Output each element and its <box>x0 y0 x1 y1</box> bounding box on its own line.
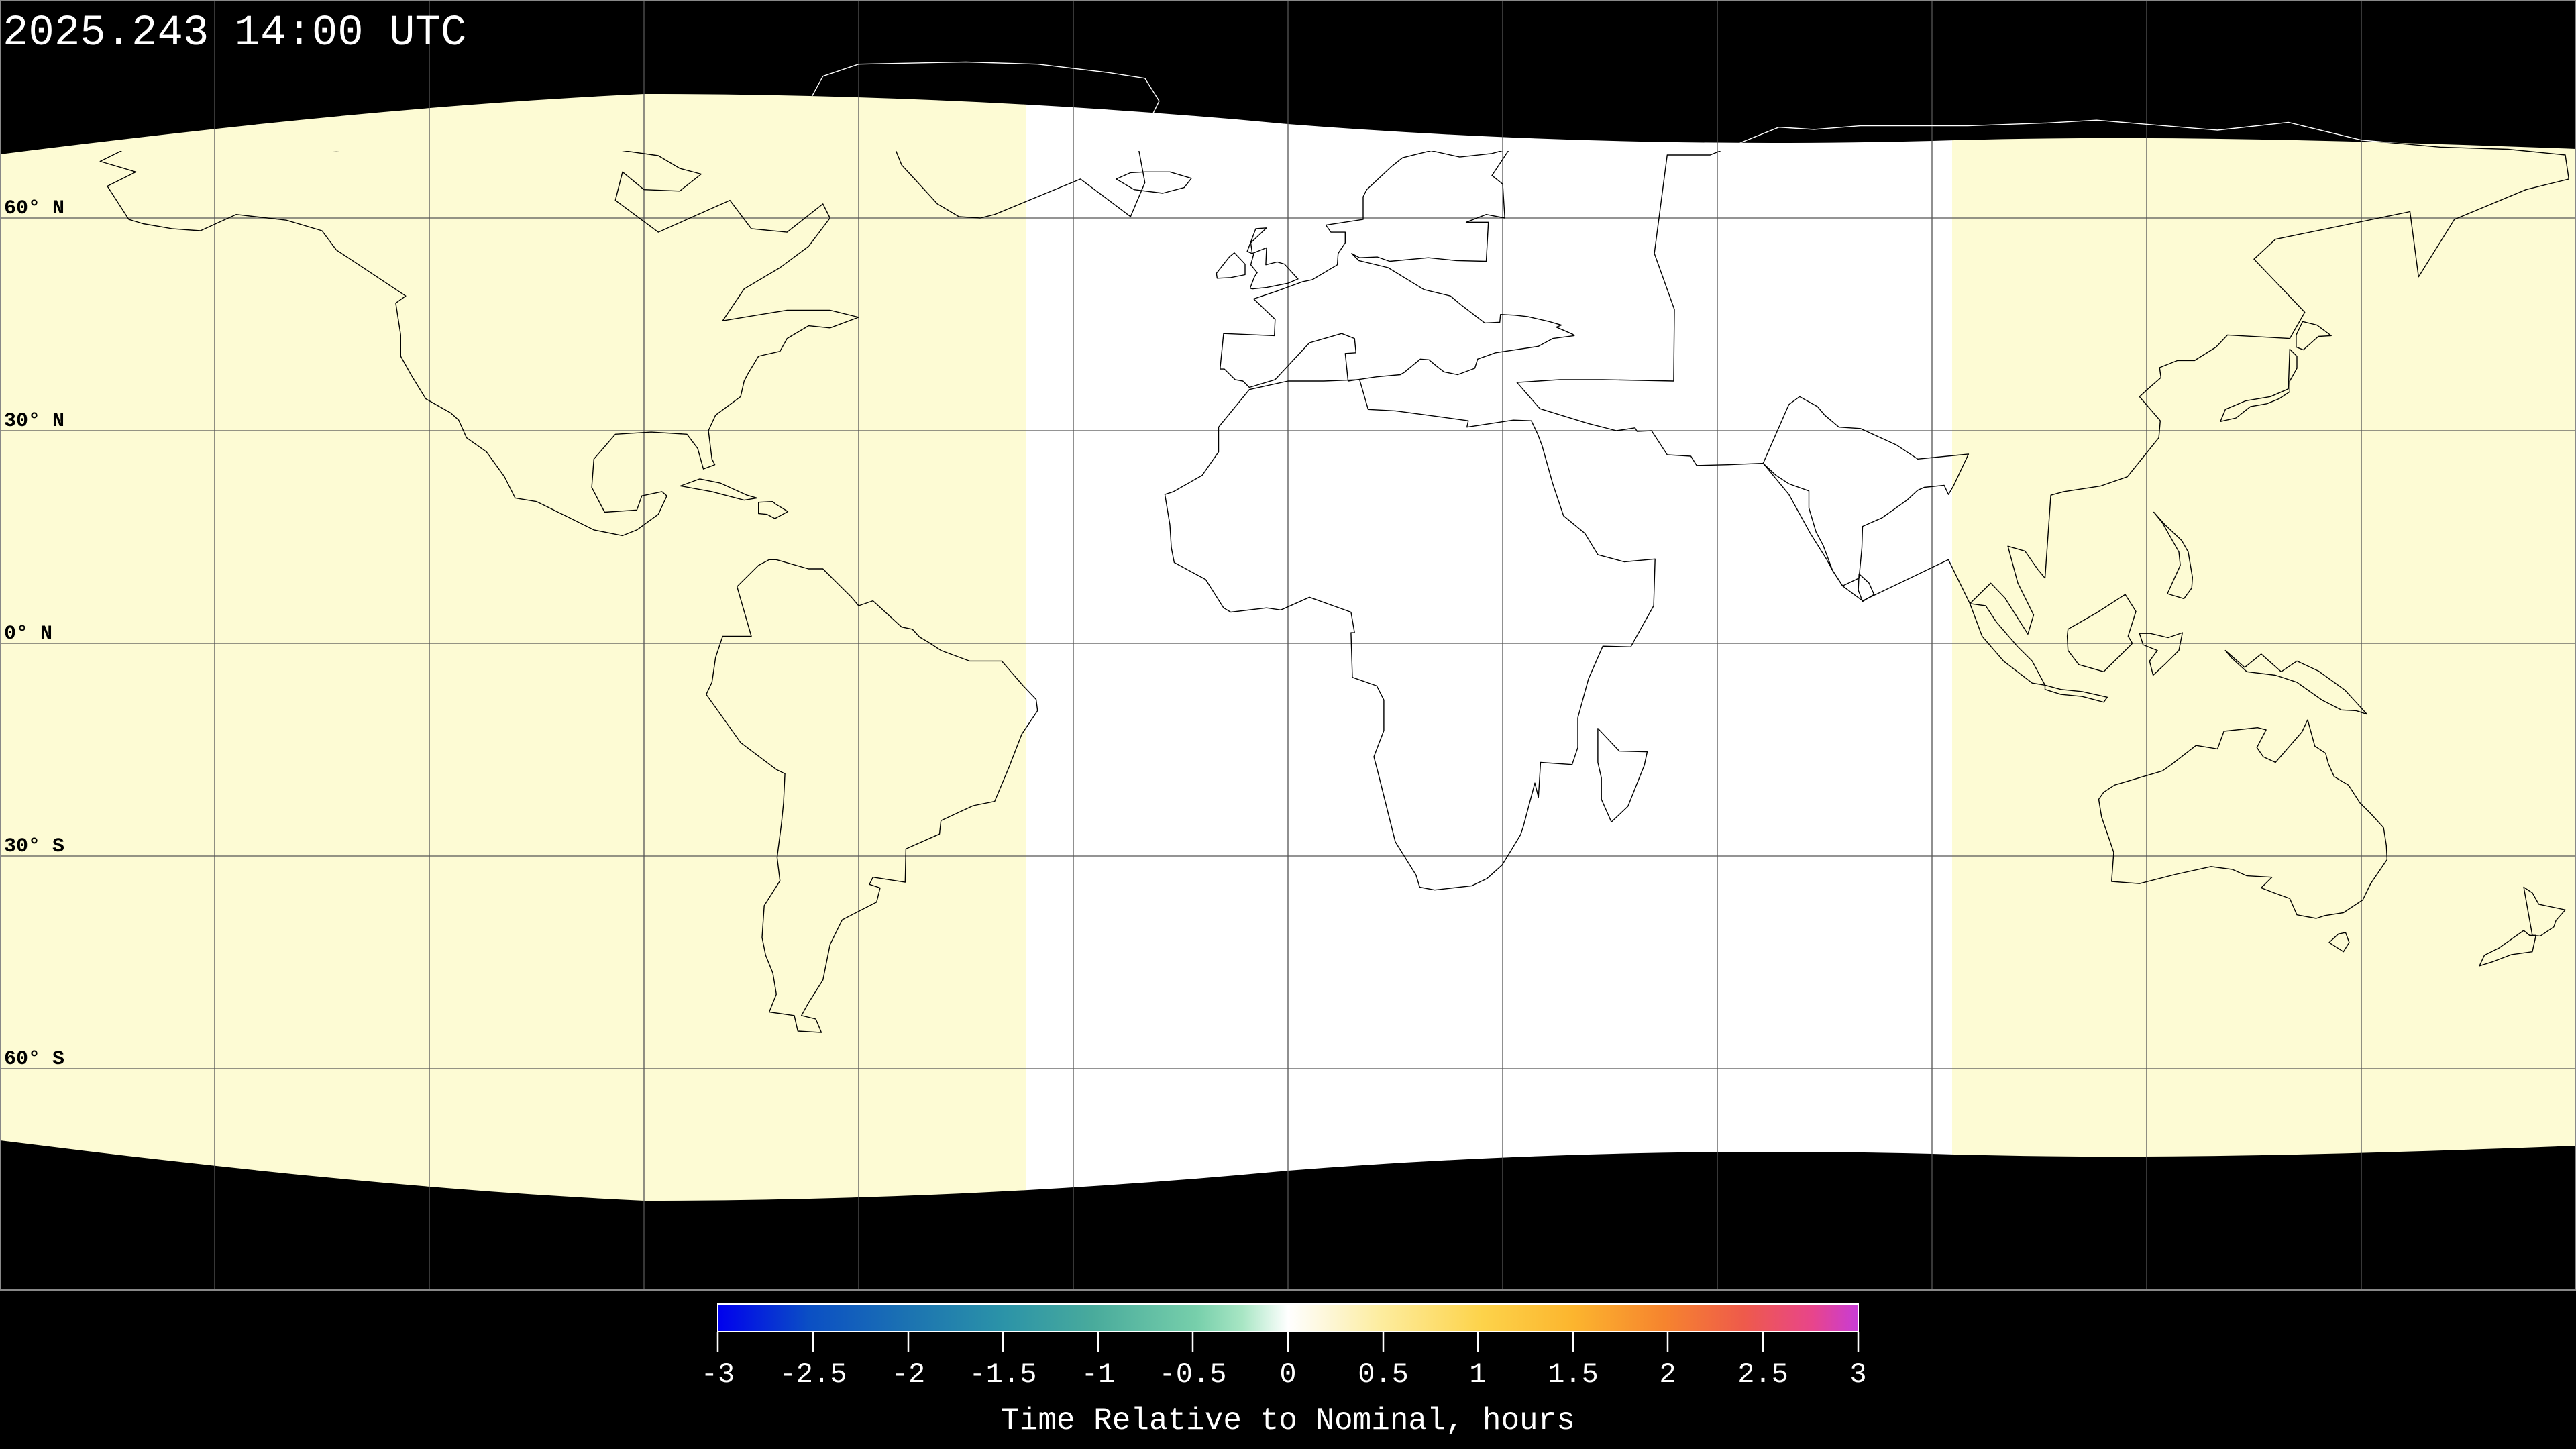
svg-text:0° N: 0° N <box>4 623 52 645</box>
svg-text:2.5: 2.5 <box>1737 1358 1788 1391</box>
svg-text:0: 0 <box>1279 1358 1296 1391</box>
svg-text:3: 3 <box>1849 1358 1866 1391</box>
svg-text:Time Relative to Nominal, hour: Time Relative to Nominal, hours <box>1001 1403 1575 1438</box>
svg-text:-2.5: -2.5 <box>780 1358 847 1391</box>
svg-text:2025.243 14:00 UTC: 2025.243 14:00 UTC <box>3 9 466 58</box>
svg-text:2: 2 <box>1659 1358 1676 1391</box>
svg-text:-1.5: -1.5 <box>969 1358 1037 1391</box>
svg-text:1.5: 1.5 <box>1548 1358 1599 1391</box>
svg-text:-2: -2 <box>892 1358 925 1391</box>
svg-text:60° S: 60° S <box>4 1048 64 1071</box>
svg-text:1: 1 <box>1469 1358 1486 1391</box>
svg-text:30° N: 30° N <box>4 410 64 433</box>
svg-text:0.5: 0.5 <box>1358 1358 1409 1391</box>
svg-text:-1: -1 <box>1081 1358 1115 1391</box>
svg-text:-3: -3 <box>701 1358 735 1391</box>
svg-text:30° S: 30° S <box>4 835 64 858</box>
svg-text:60° N: 60° N <box>4 197 64 220</box>
svg-text:-0.5: -0.5 <box>1159 1358 1227 1391</box>
